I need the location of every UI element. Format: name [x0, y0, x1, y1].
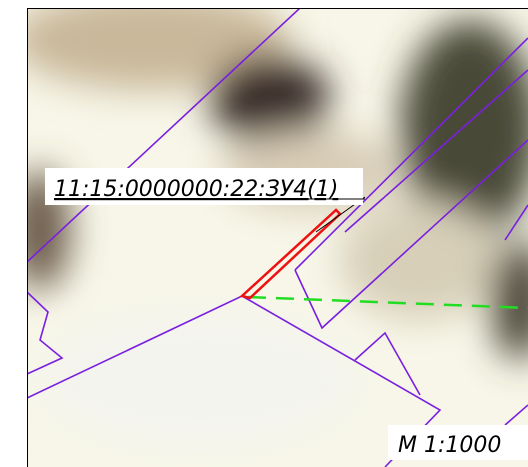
parcel-label: 11:15:0000000:22:ЗУ4(1)	[54, 177, 338, 202]
scale-label: М 1:1000	[398, 433, 501, 458]
aerial-photo	[10, 0, 528, 467]
map: 11:15:0000000:22:ЗУ4(1) М 1:1000	[0, 0, 528, 467]
